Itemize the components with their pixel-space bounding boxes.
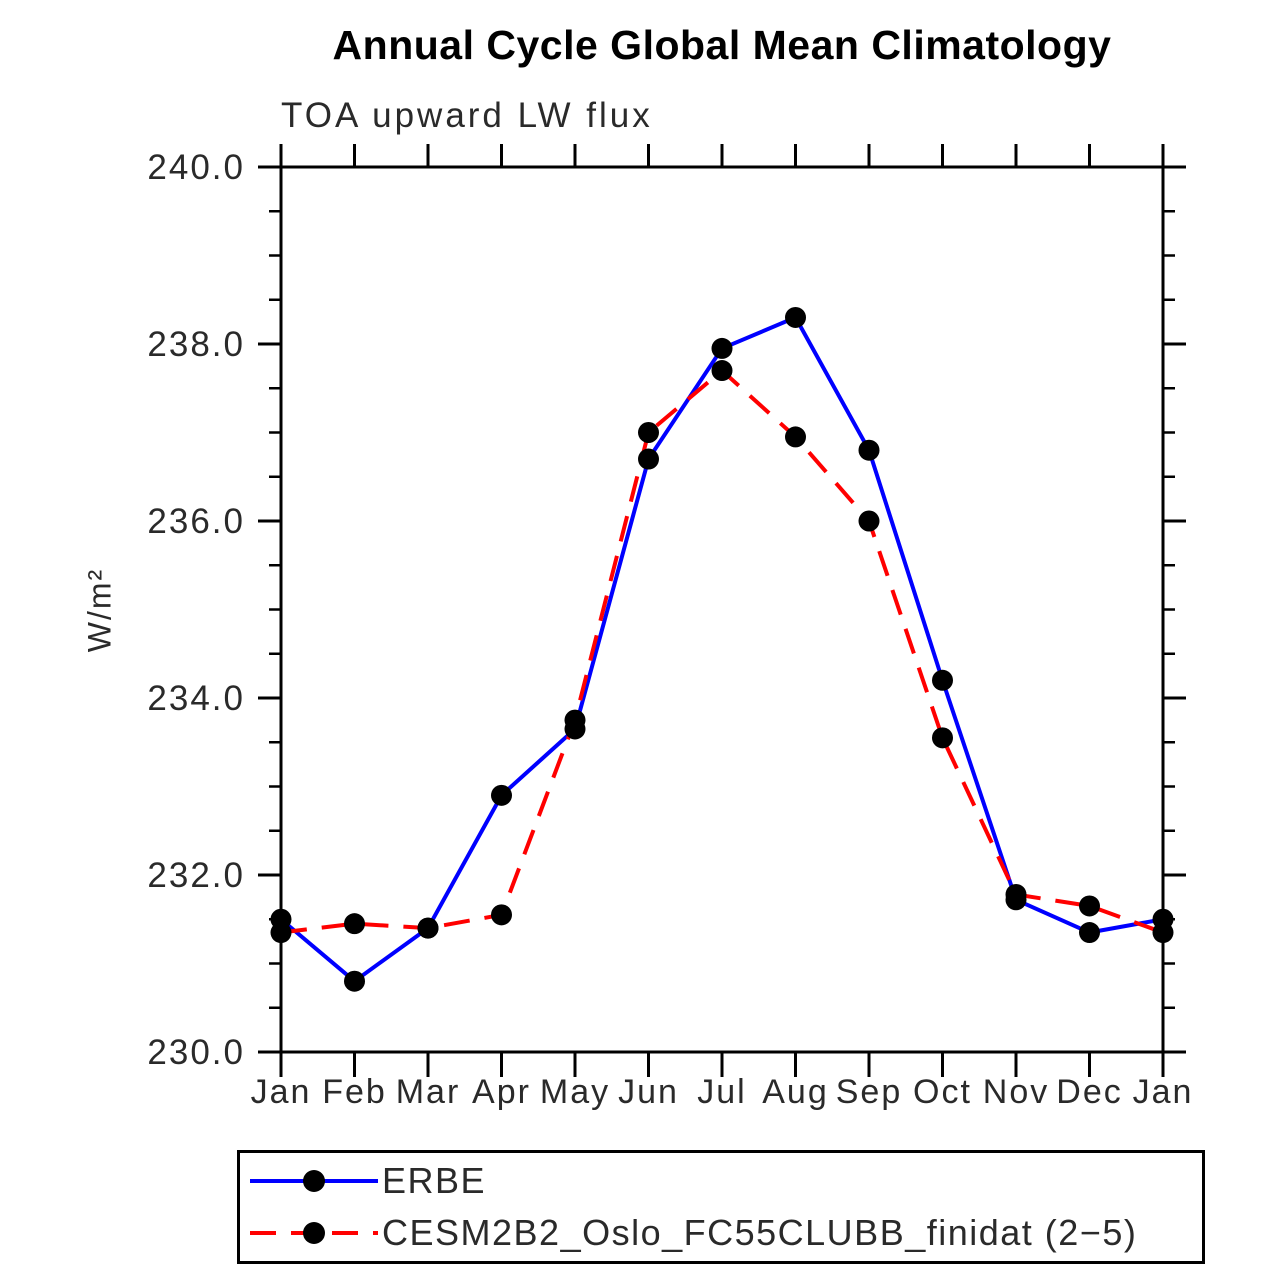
data-point-marker — [270, 922, 292, 944]
data-point-marker — [1079, 895, 1100, 917]
legend-label-erbe: ERBE — [382, 1160, 487, 1202]
legend-line-sample-solid — [250, 1170, 378, 1193]
legend-line-sample-dashed — [250, 1221, 378, 1244]
x-axis-tick-label: Nov — [983, 1073, 1049, 1111]
x-axis-tick-label: Jul — [697, 1073, 746, 1111]
chart-subtitle: TOA upward LW flux — [281, 96, 653, 135]
x-axis-tick-label: Dec — [1056, 1073, 1122, 1111]
data-point-marker — [491, 904, 512, 926]
legend: ERBE CESM2B2_Oslo_FC55CLUBB_finidat (2−5… — [237, 1150, 1205, 1264]
data-point-marker — [344, 913, 365, 935]
x-axis-tick-label: Aug — [762, 1073, 829, 1111]
x-axis-tick-label: Oct — [913, 1073, 972, 1111]
data-point-marker — [638, 422, 659, 443]
legend-row-erbe: ERBE — [248, 1158, 1202, 1204]
y-axis-tick-label: 234.0 — [147, 679, 245, 718]
y-axis-tick-label: 230.0 — [147, 1033, 245, 1072]
data-point-marker — [1079, 922, 1100, 944]
y-axis-tick-label: 236.0 — [147, 502, 245, 541]
legend-row-cesm: CESM2B2_Oslo_FC55CLUBB_finidat (2−5) — [248, 1210, 1202, 1256]
y-axis-tick-label: 240.0 — [147, 148, 245, 187]
chart-title: Annual Cycle Global Mean Climatology — [332, 22, 1112, 68]
data-point-marker — [932, 669, 953, 691]
x-axis-tick-label: Feb — [322, 1073, 387, 1111]
data-point-marker — [564, 709, 586, 731]
data-point-marker — [1152, 922, 1174, 944]
x-axis-tick-label: Jan — [251, 1073, 312, 1111]
data-point-marker — [932, 727, 953, 749]
y-axis-tick-label: 232.0 — [147, 856, 245, 895]
series-line-dashed — [280, 367, 1164, 935]
legend-label-cesm: CESM2B2_Oslo_FC55CLUBB_finidat (2−5) — [382, 1211, 1138, 1253]
data-point-marker — [711, 360, 733, 382]
data-point-marker — [858, 439, 880, 461]
data-point-marker — [417, 917, 439, 939]
y-axis-tick-label: 238.0 — [147, 325, 245, 364]
x-axis-tick-label: Apr — [472, 1073, 531, 1111]
x-axis-tick-label: Jan — [1133, 1073, 1194, 1111]
plot-frame — [279, 165, 1165, 1054]
x-axis-tick-label: May — [540, 1073, 610, 1111]
data-point-marker — [711, 337, 733, 359]
data-point-marker — [858, 510, 880, 532]
data-point-marker — [491, 784, 512, 806]
x-axis-tick-label: Jun — [618, 1073, 679, 1111]
data-point-marker — [1005, 883, 1027, 905]
data-point-marker — [638, 448, 659, 470]
series-line-solid — [279, 314, 1164, 984]
data-point-marker — [785, 426, 806, 448]
x-axis-tick-label: Mar — [396, 1073, 461, 1111]
data-point-marker — [344, 970, 365, 992]
data-point-marker — [785, 306, 806, 328]
x-axis-tick-label: Sep — [836, 1073, 903, 1111]
